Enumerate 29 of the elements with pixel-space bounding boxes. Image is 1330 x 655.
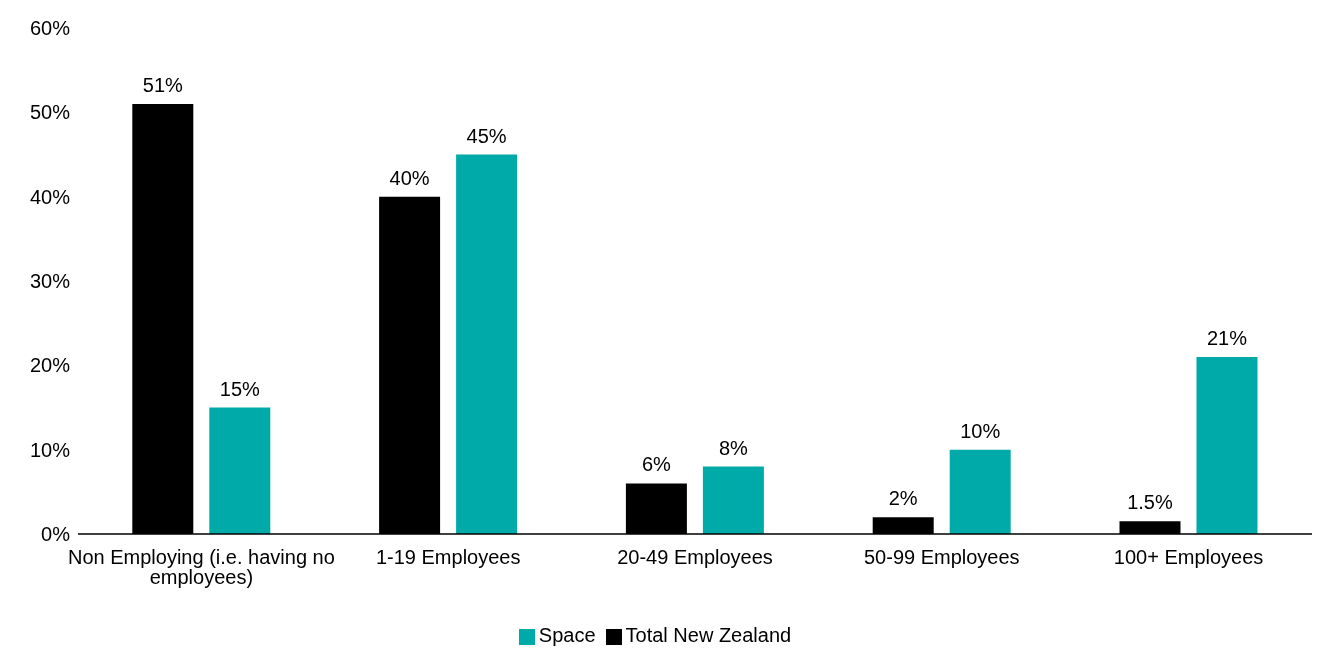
data-label: 40% — [389, 166, 430, 189]
bar — [702, 466, 764, 534]
y-tick-label: 20% — [29, 354, 71, 377]
bar — [1196, 356, 1258, 534]
legend-label: Total New Zealand — [625, 624, 792, 646]
data-label: 51% — [142, 73, 184, 96]
data-label: 45% — [466, 124, 507, 147]
bar — [209, 407, 271, 534]
x-tick-label: 50-99 Employees — [863, 546, 1020, 569]
legend-label: Space — [538, 624, 596, 646]
y-tick-label: 10% — [29, 438, 71, 461]
x-tick-label: Non Employing (i.e. having no employees) — [67, 546, 335, 589]
data-label: 1.5% — [1127, 491, 1173, 514]
y-tick-label: 0% — [41, 523, 71, 546]
data-label: 2% — [888, 487, 918, 510]
data-label: 8% — [718, 436, 749, 459]
data-label: 6% — [641, 453, 672, 476]
y-tick-label: 60% — [29, 17, 71, 40]
bar — [456, 154, 518, 534]
y-tick-label: 30% — [29, 270, 71, 293]
x-tick-label: 20-49 Employees — [617, 546, 773, 569]
y-tick-label: 40% — [29, 185, 71, 208]
data-label: 21% — [1206, 326, 1248, 349]
bar — [949, 449, 1011, 534]
y-tick-label: 50% — [29, 101, 71, 124]
x-tick-label: 1-19 Employees — [375, 546, 521, 569]
data-label: 15% — [219, 377, 261, 400]
data-label: 10% — [960, 419, 1001, 442]
x-tick-label: 100+ Employees — [1113, 546, 1264, 569]
